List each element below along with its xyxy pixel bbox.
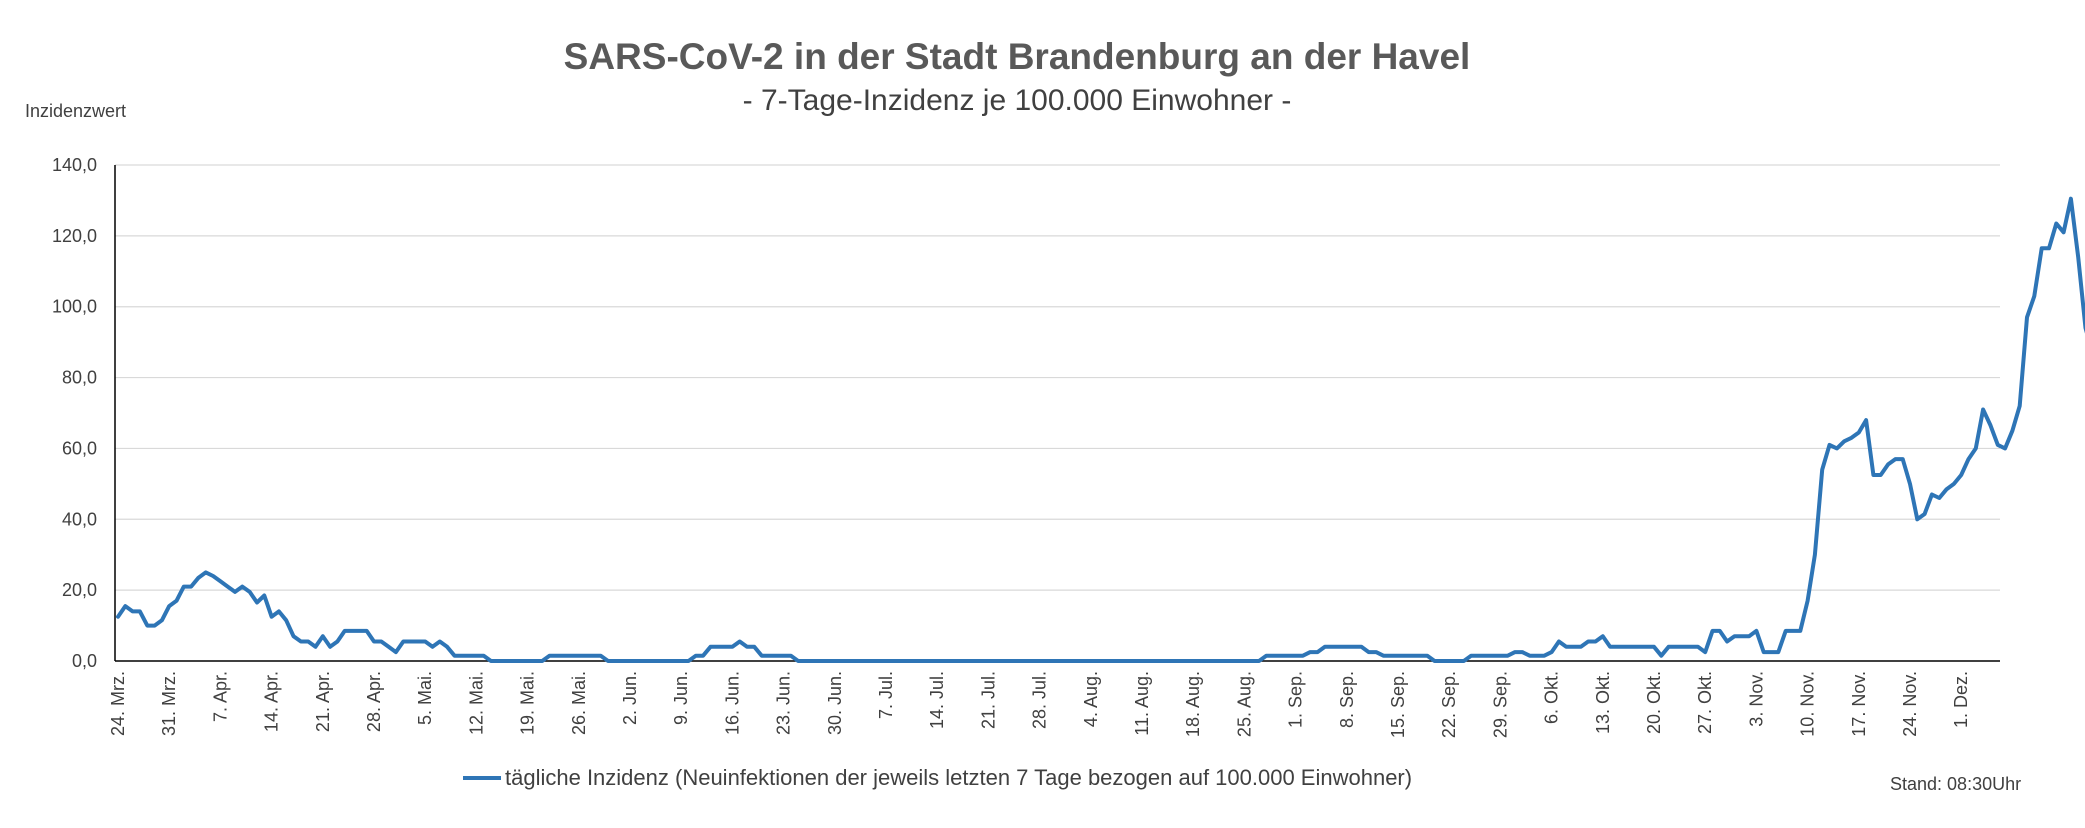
x-tick-label: 26. Mai. xyxy=(569,671,589,735)
x-tick-label: 15. Sep. xyxy=(1388,671,1408,738)
x-tick-label: 14. Jul. xyxy=(927,671,947,729)
x-tick-label: 24. Mrz. xyxy=(108,671,128,736)
legend-label: tägliche Inzidenz (Neuinfektionen der je… xyxy=(505,765,1413,790)
x-axis-ticks: 24. Mrz. 31. Mrz. 7. Apr. 14. Apr. 21. Apr. 2… xyxy=(108,671,1971,738)
x-tick-label: 21. Jul. xyxy=(978,671,998,729)
x-tick-label: 2. Jun. xyxy=(620,671,640,725)
x-tick-label: 25. Aug. xyxy=(1234,671,1254,737)
legend: tägliche Inzidenz (Neuinfektionen der je… xyxy=(463,765,1412,791)
y-tick-label: 120,0 xyxy=(52,226,97,246)
x-tick-label: 24. Nov. xyxy=(1900,671,1920,737)
x-tick-label: 3. Nov. xyxy=(1746,671,1766,727)
y-tick-label: 20,0 xyxy=(62,580,97,600)
y-tick-label: 80,0 xyxy=(62,368,97,388)
x-tick-label: 11. Aug. xyxy=(1132,671,1152,736)
gridlines xyxy=(115,164,2000,591)
x-tick-label: 16. Jun. xyxy=(722,671,742,735)
x-tick-label: 7. Apr. xyxy=(210,671,230,722)
x-tick-label: 14. Apr. xyxy=(262,671,282,732)
y-axis-ticks: 0,0 20,0 40,0 60,0 80,0 100,0 120,0 140,0 xyxy=(52,155,97,671)
x-tick-label: 18. Aug. xyxy=(1183,671,1203,737)
x-tick-label: 13. Okt. xyxy=(1593,671,1613,734)
x-tick-label: 19. Mai. xyxy=(518,671,538,735)
y-tick-label: 140,0 xyxy=(52,155,97,175)
legend-swatch xyxy=(463,776,501,780)
x-tick-label: 4. Aug. xyxy=(1081,671,1101,727)
x-tick-label: 29. Sep. xyxy=(1490,671,1510,738)
x-tick-label: 28. Apr. xyxy=(364,671,384,732)
x-tick-label: 22. Sep. xyxy=(1439,671,1459,738)
y-tick-label: 60,0 xyxy=(62,438,97,458)
x-tick-label: 6. Okt. xyxy=(1542,671,1562,724)
y-tick-label: 40,0 xyxy=(62,509,97,529)
x-tick-label: 31. Mrz. xyxy=(159,671,179,736)
y-axis-label: Inzidenzwert xyxy=(25,101,127,121)
chart-subtitle: - 7-Tage-Inzidenz je 100.000 Einwohner - xyxy=(742,84,1292,117)
x-tick-label: 7. Jul. xyxy=(876,671,896,719)
x-tick-label: 27. Okt. xyxy=(1695,671,1715,734)
x-tick-label: 23. Jun. xyxy=(774,671,794,735)
x-tick-label: 5. Mai. xyxy=(415,671,435,725)
x-tick-label: 1. Sep. xyxy=(1286,671,1306,728)
x-tick-label: 17. Nov. xyxy=(1849,671,1869,737)
x-tick-label: 20. Okt. xyxy=(1644,671,1664,734)
x-tick-label: 12. Mai. xyxy=(466,671,486,735)
series-group xyxy=(116,196,2085,663)
x-tick-label: 21. Apr. xyxy=(313,671,333,732)
x-tick-label: 30. Jun. xyxy=(825,671,845,735)
x-tick-label: 9. Jun. xyxy=(671,671,691,725)
y-tick-label: 0,0 xyxy=(72,651,97,671)
x-tick-label: 8. Sep. xyxy=(1337,671,1357,728)
chart-title: SARS-CoV-2 in der Stadt Brandenburg an d… xyxy=(563,36,1471,77)
x-tick-label: 10. Nov. xyxy=(1798,671,1818,737)
y-tick-label: 100,0 xyxy=(52,297,97,317)
stand-timestamp: Stand: 08:30Uhr xyxy=(1890,774,2022,794)
axes xyxy=(114,165,2000,662)
x-tick-label: 28. Jul. xyxy=(1030,671,1050,729)
series-line-incidence xyxy=(116,196,2085,663)
x-tick-label: 1. Dez. xyxy=(1951,671,1971,728)
